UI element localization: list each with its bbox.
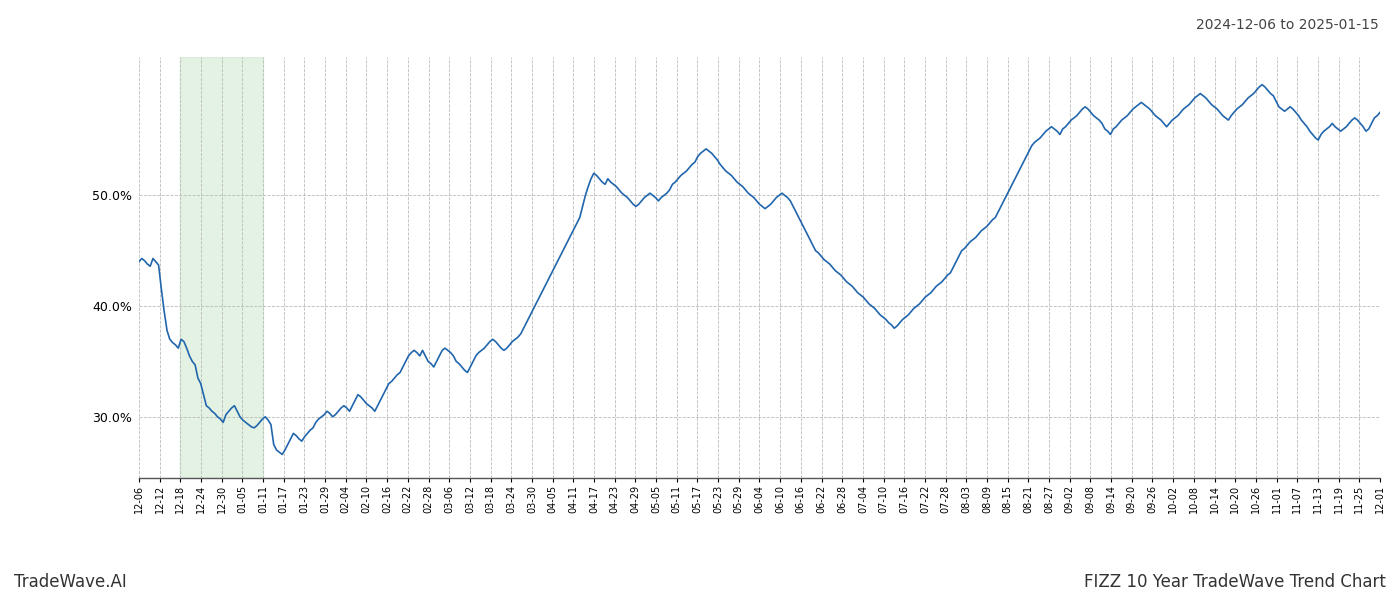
Text: FIZZ 10 Year TradeWave Trend Chart: FIZZ 10 Year TradeWave Trend Chart (1084, 573, 1386, 591)
Text: TradeWave.AI: TradeWave.AI (14, 573, 127, 591)
Bar (181, 57, 263, 478)
Text: 2024-12-06 to 2025-01-15: 2024-12-06 to 2025-01-15 (1196, 18, 1379, 32)
